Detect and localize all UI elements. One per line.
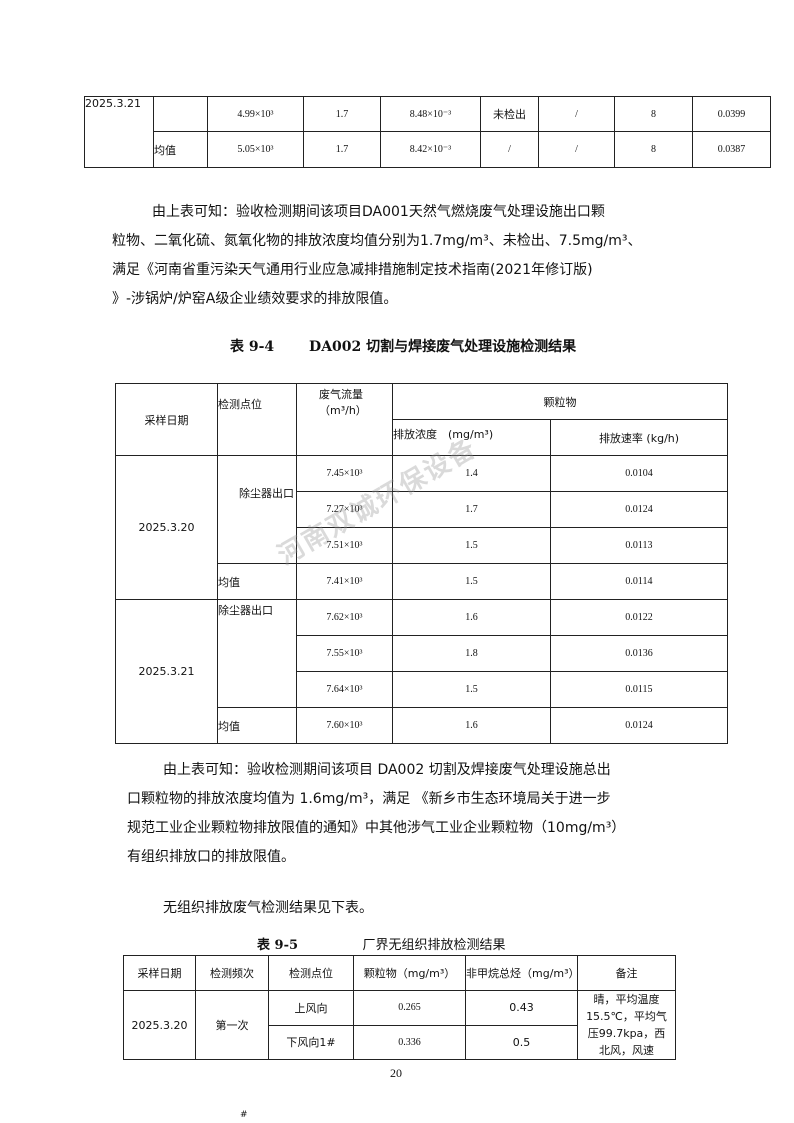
- cell-rate: 0.0124: [550, 707, 728, 744]
- text-line: 有组织排放口的排放限值。: [127, 849, 295, 865]
- cell-conc: 1.4: [392, 455, 551, 492]
- caption-number: 表 9-5: [257, 938, 299, 953]
- table-9-4-caption: 表 9-4 DA002 切割与焊接废气处理设施检测结果: [230, 336, 576, 356]
- table-row: 7.55×10³ 1.8 0.0136: [116, 635, 728, 672]
- cell-note: 晴，平均温度15.5℃，平均气压99.7kpa，西北风，风速: [577, 990, 676, 1060]
- table-9-5: 采样日期 检测频次 检测点位 颗粒物（mg/m³） 非甲烷总烃（mg/m³） 备…: [123, 955, 676, 1060]
- cell-flow: 5.05×10³: [207, 131, 304, 168]
- cell: 8: [614, 131, 693, 168]
- cell-rate: 0.0136: [550, 635, 728, 672]
- cell-frequency: 第一次: [195, 990, 269, 1060]
- cell-flow: 7.45×10³: [296, 455, 393, 492]
- text-line: 粒物、二氧化硫、氮氧化物的排放浓度均值分别为1.7mg/m³、未检出、7.5mg…: [112, 233, 642, 249]
- table-row: 2025.3.21 4.99×10³ 1.7 8.48×10⁻³ 未检出 / 8…: [84, 96, 771, 168]
- text-line: 规范工业企业颗粒物排放限值的通知》中其他涉气工业企业颗粒物（10mg/m³）: [127, 820, 626, 836]
- cell: 8.42×10⁻³: [380, 131, 481, 168]
- cell: 0.0399: [692, 96, 771, 132]
- cell-flow: 7.60×10³: [296, 707, 393, 744]
- cell-conc: 1.6: [392, 599, 551, 636]
- cell-point: [153, 96, 208, 132]
- cell-rate: 0.0115: [550, 671, 728, 708]
- cell-rate: 0.0122: [550, 599, 728, 636]
- cell-pm: 0.265: [353, 990, 466, 1026]
- cell: 0.0387: [692, 131, 771, 168]
- paragraph-3: 无组织排放废气检测结果见下表。: [163, 900, 373, 916]
- cell-flow: 7.27×10³: [296, 491, 393, 528]
- cell-point: 上风向: [268, 990, 354, 1026]
- cell: 8.48×10⁻³: [380, 96, 481, 132]
- page-number: 20: [390, 1066, 402, 1080]
- header-note: 备注: [577, 955, 676, 991]
- table-row-average: 均值 7.41×10³ 1.5 0.0114: [116, 563, 728, 600]
- header-date: 采样日期: [123, 955, 196, 991]
- cell-rate: 0.0113: [550, 527, 728, 564]
- cell-conc: 1.8: [392, 635, 551, 672]
- table-top-continued: 2025.3.21 4.99×10³ 1.7 8.48×10⁻³ 未检出 / 8…: [84, 96, 771, 168]
- text-line: 》-涉锅炉/炉窑A级企业绩效要求的排放限值。: [112, 291, 398, 307]
- header-flow: 废气流量（m³/h）: [296, 383, 393, 456]
- text-line: 满足《河南省重污染天气通用行业应急减排措施制定技术指南(2021年修订版): [112, 262, 593, 278]
- cell-date: 2025.3.20: [123, 990, 196, 1060]
- header-rate: 排放速率 (kg/h): [550, 419, 728, 456]
- caption-title: 厂界无组织排放检测结果: [362, 938, 506, 953]
- table-row-average: 均值 7.60×10³ 1.6 0.0124: [116, 707, 728, 744]
- header-nmhc: 非甲烷总烃（mg/m³）: [465, 955, 580, 991]
- header-frequency: 检测频次: [195, 955, 269, 991]
- table-row: 下风向1# 0.336 0.5: [124, 1024, 676, 1060]
- header-conc: 排放浓度 (mg/m³): [392, 419, 551, 456]
- cell-point: 下风向1#: [268, 1024, 354, 1060]
- cell-flow: 7.55×10³: [296, 635, 393, 672]
- cell-conc: 1.6: [392, 707, 551, 744]
- header-point: 检测点位: [268, 955, 354, 991]
- cell-nmhc: 0.5: [465, 1024, 578, 1060]
- table-row: 均值 5.05×10³ 1.7 8.42×10⁻³ / / 8 0.0387: [85, 131, 771, 168]
- header-point: 检测点位: [217, 383, 297, 456]
- cell-rate: 0.0114: [550, 563, 728, 600]
- cell-conc: 1.5: [392, 563, 551, 600]
- paragraph-2: 由上表可知：验收检测期间该项目 DA002 切割及焊接废气处理设施总出 口颗粒物…: [127, 756, 767, 872]
- caption-number: 表 9-4: [230, 339, 275, 355]
- table-row: 2025.3.21 除尘器出口 7.62×10³ 1.6 0.0122: [115, 599, 728, 744]
- footer-mark: #: [240, 1110, 248, 1120]
- cell-rate: 0.0124: [550, 491, 728, 528]
- table-row: 2025.3.20 第一次 上风向 0.265 0.43 晴，平均温度15.5℃…: [123, 990, 676, 1060]
- header-date: 采样日期: [115, 383, 218, 456]
- cell: 1.7: [303, 131, 381, 168]
- cell: 8: [614, 96, 693, 132]
- cell-flow: 7.41×10³: [296, 563, 393, 600]
- cell-point: 除尘器出口: [217, 599, 297, 708]
- cell-date: 2025.3.21: [115, 599, 218, 744]
- paragraph-1: 由上表可知：验收检测期间该项目DA001天然气燃烧废气处理设施出口颗 粒物、二氧…: [112, 198, 752, 314]
- cell-nmhc: 0.43: [465, 990, 578, 1026]
- cell: 未检出: [480, 96, 539, 132]
- cell-average-label: 均值: [217, 563, 297, 600]
- cell-flow: 7.62×10³: [296, 599, 393, 636]
- cell: /: [538, 131, 615, 168]
- text-line: 由上表可知：验收检测期间该项目 DA002 切割及焊接废气处理设施总出: [163, 762, 611, 778]
- header-pm: 颗粒物（mg/m³）: [353, 955, 466, 991]
- table-9-4: 采样日期 检测点位 废气流量（m³/h） 颗粒物 排放浓度 (mg/m³) 排放…: [115, 383, 728, 744]
- cell-conc: 1.7: [392, 491, 551, 528]
- cell-conc: 1.5: [392, 671, 551, 708]
- cell-rate: 0.0104: [550, 455, 728, 492]
- table-9-5-caption: 表 9-5 厂界无组织排放检测结果: [257, 934, 506, 953]
- cell-date: 2025.3.20: [115, 455, 218, 600]
- caption-title: DA002 切割与焊接废气处理设施检测结果: [309, 339, 577, 355]
- cell-point: 均值: [153, 131, 208, 168]
- header-pollutant: 颗粒物: [392, 383, 728, 420]
- table-row: 7.27×10³ 1.7 0.0124: [116, 491, 728, 528]
- cell-average-label: 均值: [217, 707, 297, 744]
- text-line: 由上表可知：验收检测期间该项目DA001天然气燃烧废气处理设施出口颗: [152, 204, 605, 220]
- text-line: 口颗粒物的排放浓度均值为 1.6mg/m³，满足 《新乡市生态环境局关于进一步: [127, 791, 611, 807]
- cell-pm: 0.336: [353, 1024, 466, 1060]
- cell: 1.7: [303, 96, 381, 132]
- cell-flow: 4.99×10³: [207, 96, 304, 132]
- cell-conc: 1.5: [392, 527, 551, 564]
- cell-flow: 7.64×10³: [296, 671, 393, 708]
- cell-date: 2025.3.21: [84, 96, 154, 168]
- cell: /: [538, 96, 615, 132]
- cell: /: [480, 131, 539, 168]
